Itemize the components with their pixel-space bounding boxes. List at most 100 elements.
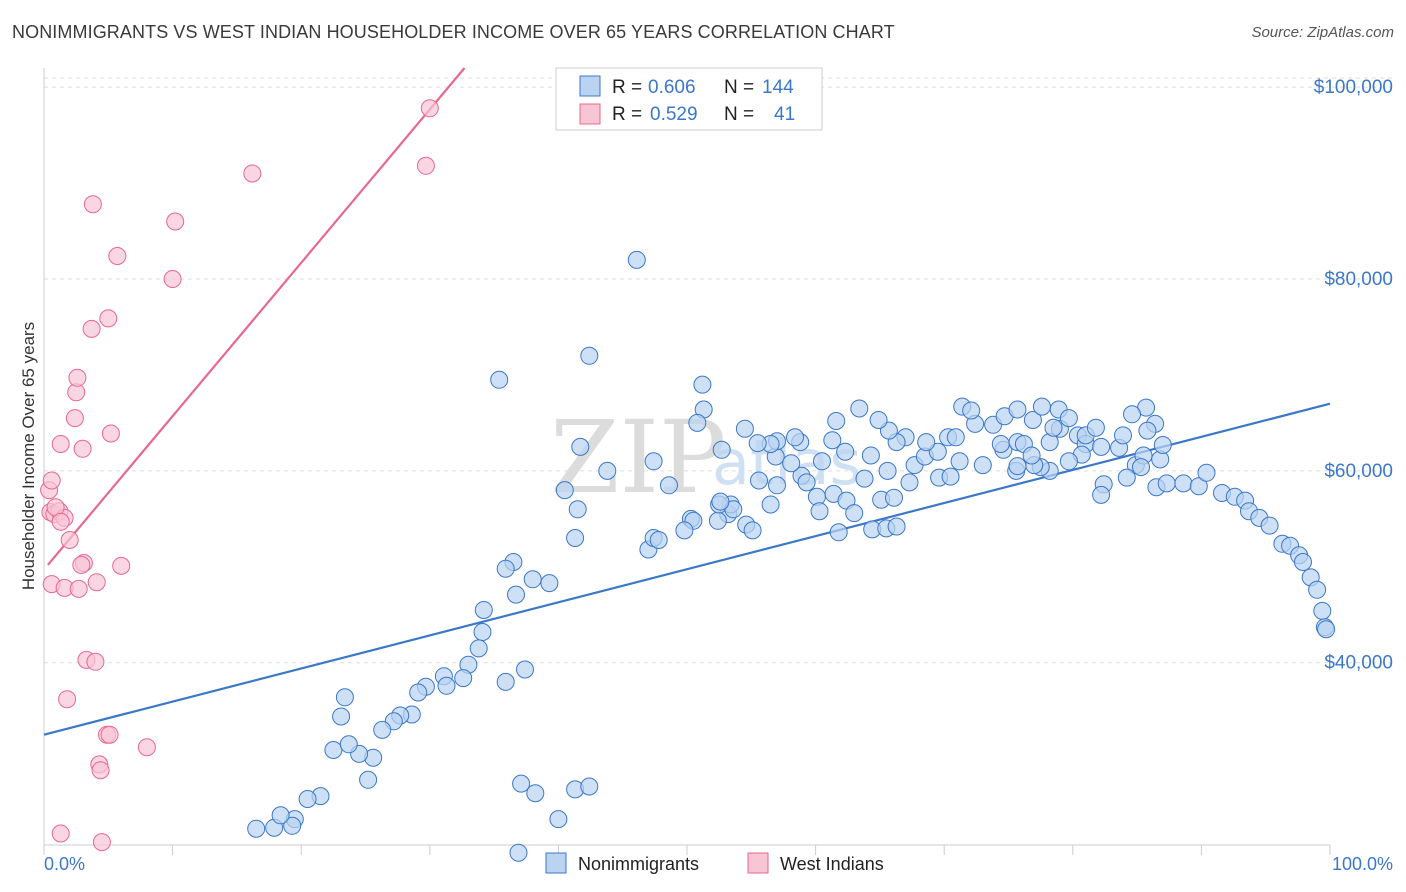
west-indians-point	[51, 512, 70, 531]
nonimmigrants-point	[474, 601, 493, 619]
nonimmigrants-point	[324, 741, 343, 759]
nonimmigrants-point	[973, 456, 992, 475]
nonimmigrants-point	[878, 461, 897, 480]
nonimmigrants-point	[1197, 463, 1216, 482]
nonimmigrants-point	[855, 469, 874, 488]
nonimmigrants-point	[332, 707, 351, 726]
nonimmigrants-point	[962, 401, 981, 420]
trend-lines	[43, 67, 1331, 736]
nonimmigrants-point	[512, 774, 531, 793]
stats-legend: R = 0.606 N = 144 R = 0.529 N = 41	[555, 67, 823, 131]
nonimmigrants-point	[768, 476, 786, 495]
nonimmigrants-trend-line	[43, 402, 1331, 736]
nonimmigrants-point	[845, 504, 864, 523]
west-indians-point	[416, 156, 435, 175]
west-indians-points	[40, 99, 439, 852]
nonimmigrants-point	[750, 471, 768, 490]
nonimmigrants-point	[409, 683, 428, 702]
west-indians-point	[87, 573, 106, 592]
west-indians-point	[166, 212, 185, 231]
west-indians-point	[243, 164, 262, 183]
nonimmigrants-point	[1132, 458, 1150, 477]
nonimmigrants-point	[454, 669, 473, 688]
nonimmigrants-point	[782, 454, 801, 473]
west-indians-point	[100, 725, 119, 744]
nonimmigrants-point	[1092, 437, 1111, 456]
west-indians-point	[60, 531, 79, 549]
legend-n-label-1: N =	[724, 77, 754, 98]
nonimmigrants-point	[885, 488, 903, 507]
nonimmigrants-point	[917, 433, 936, 452]
nonimmigrants-point	[712, 440, 731, 459]
nonimmigrants-point	[887, 517, 906, 536]
nonimmigrants-point	[247, 819, 266, 838]
nonimmigrants-point	[271, 806, 290, 825]
x-tick-marks	[43, 845, 1331, 855]
series-legend-swatch-west-indians	[747, 852, 769, 874]
nonimmigrants-point	[373, 720, 392, 739]
west-indians-point	[112, 556, 131, 575]
nonimmigrants-point	[437, 676, 456, 695]
nonimmigrants-point	[761, 495, 780, 514]
nonimmigrants-point	[549, 810, 568, 829]
nonimmigrants-point	[540, 574, 559, 593]
west-indians-point	[72, 555, 91, 574]
nonimmigrants-point	[1189, 477, 1208, 496]
west-indians-point	[42, 471, 61, 490]
nonimmigrants-point	[823, 431, 842, 450]
west-indians-point	[65, 409, 84, 428]
nonimmigrants-point	[473, 623, 492, 641]
legend-r-value-1: 0.606	[648, 77, 696, 98]
nonimmigrants-point	[797, 473, 816, 492]
west-indians-point	[163, 270, 182, 288]
nonimmigrants-point	[598, 461, 617, 480]
west-indians-point	[91, 761, 110, 780]
nonimmigrants-point	[708, 511, 727, 530]
nonimmigrants-point	[490, 370, 509, 389]
nonimmigrants-point	[509, 843, 528, 862]
legend-n-value-1: 144	[762, 77, 794, 98]
y-axis-label: Householder Income Over 65 years	[19, 322, 38, 590]
nonimmigrants-point	[335, 688, 354, 707]
source-label: Source: ZipAtlas.com	[1251, 24, 1394, 41]
nonimmigrants-point	[1008, 400, 1027, 419]
nonimmigrants-point	[580, 346, 599, 365]
nonimmigrants-point	[1138, 421, 1157, 440]
legend-n-label-2: N =	[724, 104, 754, 125]
nonimmigrants-point	[526, 784, 545, 803]
nonimmigrants-point	[813, 452, 831, 471]
nonimmigrants-point	[644, 452, 663, 471]
series-legend-nonimmigrants: Nonimmigrants	[578, 854, 699, 874]
nonimmigrants-point	[1117, 468, 1136, 487]
nonimmigrants-point	[339, 735, 358, 754]
nonimmigrants-point	[829, 523, 848, 542]
west-indians-point	[58, 690, 77, 709]
nonimmigrants-point	[1059, 452, 1078, 471]
west-indians-trend-line	[47, 67, 466, 566]
nonimmigrants-point	[748, 434, 767, 453]
west-indians-point	[68, 368, 87, 387]
nonimmigrants-point	[1032, 397, 1051, 416]
west-indians-point	[82, 319, 101, 338]
series-legend-west-indians: West Indians	[780, 854, 884, 874]
nonimmigrants-points	[247, 250, 1336, 862]
nonimmigrants-point	[786, 428, 804, 447]
nonimmigrants-point	[735, 419, 754, 438]
nonimmigrants-point	[1008, 457, 1027, 476]
y-tick-label: $60,000	[1324, 461, 1393, 482]
nonimmigrants-point	[1317, 620, 1336, 639]
nonimmigrants-point	[928, 442, 947, 461]
west-indians-point	[420, 99, 439, 118]
nonimmigrants-point	[507, 585, 525, 604]
nonimmigrants-point	[523, 570, 542, 589]
nonimmigrants-point	[675, 521, 694, 540]
nonimmigrants-point	[359, 770, 378, 789]
nonimmigrants-point	[1313, 601, 1332, 620]
west-indians-point	[51, 435, 70, 453]
legend-r-label-2: R =	[612, 104, 642, 125]
nonimmigrants-point	[836, 442, 855, 461]
legend-swatch-blue	[579, 75, 601, 97]
nonimmigrants-point	[743, 521, 762, 540]
x-tick-label-min: 0.0%	[44, 854, 85, 874]
